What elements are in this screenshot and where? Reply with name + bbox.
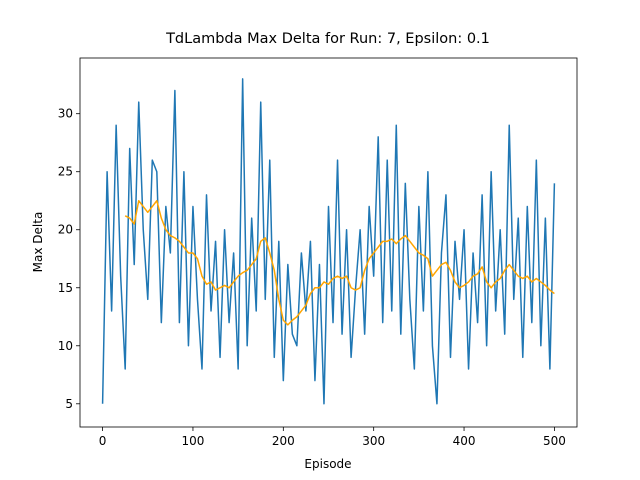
x-tick-label: 200 xyxy=(272,434,295,448)
plot-frame xyxy=(79,57,578,428)
y-tick-label: 15 xyxy=(58,281,73,295)
x-tick-label: 100 xyxy=(182,434,205,448)
y-tick-label: 10 xyxy=(58,339,73,353)
data-line xyxy=(124,199,555,326)
y-tick-label: 30 xyxy=(58,107,73,121)
y-tick-label: 5 xyxy=(65,397,73,411)
x-tick-label: 400 xyxy=(453,434,476,448)
x-tick-label: 500 xyxy=(543,434,566,448)
y-axis-label: Max Delta xyxy=(31,212,45,273)
chart-title: TdLambda Max Delta for Run: 7, Epsilon: … xyxy=(165,31,490,47)
y-tick-label: 25 xyxy=(58,165,73,179)
x-axis-label: Episode xyxy=(304,457,351,471)
y-tick-label: 20 xyxy=(58,223,73,237)
data-line xyxy=(101,78,556,405)
x-tick-label: 300 xyxy=(362,434,385,448)
x-tick-label: 0 xyxy=(99,434,107,448)
